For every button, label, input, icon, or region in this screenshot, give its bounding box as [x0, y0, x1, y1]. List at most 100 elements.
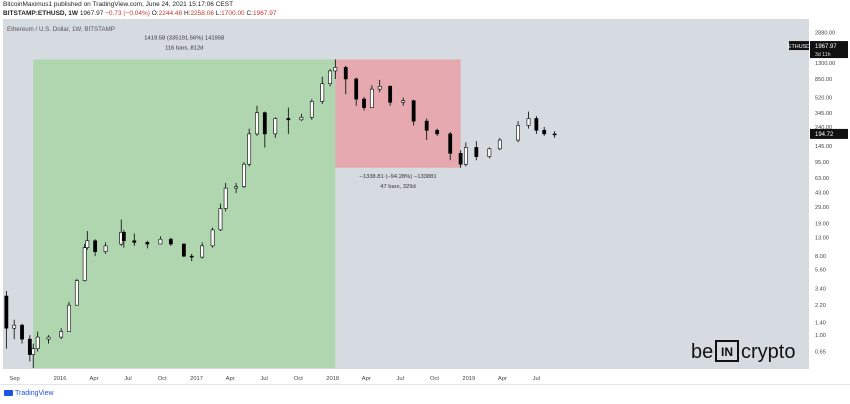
footer-bar: TradingView [0, 384, 850, 404]
y-tick-label-9: 145.00 [815, 144, 832, 150]
x-tick-label-15: Jul [533, 376, 540, 382]
candle-body-1 [12, 324, 17, 329]
tradingview-logo[interactable]: TradingView [4, 390, 54, 397]
y-tick-label-19: 2.20 [815, 303, 826, 309]
y-tick-label-5: 850.00 [815, 77, 832, 83]
candle-body-39 [354, 78, 359, 100]
candles-group [4, 59, 557, 369]
candle-body-17 [145, 242, 150, 245]
range-label-0-bars: 116 bars, 812d [165, 45, 203, 51]
candle-body-4 [31, 348, 36, 355]
price-tag-sub-0: 3d 11h [815, 52, 831, 58]
y-tick-label-16: 8.00 [815, 254, 826, 260]
price-axis-background [809, 19, 849, 384]
price-change: −0.73 (−0.04%) [105, 10, 150, 17]
price-tag-bg-1 [810, 128, 848, 139]
y-tick-label-13: 29.00 [815, 205, 829, 211]
beincrypto-watermark: be IN crypto [691, 340, 795, 363]
price-tag-value-1: 194.72 [815, 132, 834, 138]
candle-body-9 [74, 280, 79, 306]
y-tick-label-21: 1.00 [815, 333, 826, 339]
candle-body-25 [223, 187, 228, 209]
y-tick-label-17: 5.60 [815, 268, 826, 274]
price-tag-name-bg-0 [789, 41, 809, 51]
tradingview-text: TradingView [15, 390, 54, 397]
candle-body-16 [132, 240, 137, 243]
candle-body-26 [234, 186, 239, 189]
x-tick-label-14: Apr [498, 376, 507, 382]
candle-body-34 [309, 101, 314, 118]
candle-body-48 [448, 133, 453, 154]
open-label: O: [151, 10, 159, 17]
candle-body-56 [534, 118, 539, 131]
watermark-crypto: crypto [741, 341, 795, 363]
candle-body-54 [516, 125, 520, 141]
watermark-in: IN [721, 345, 733, 359]
high-value: 2258.06 [190, 10, 214, 17]
chart-canvas[interactable]: Ethereum / U.S. Dollar, 1W, BITSTAMP 1419… [3, 19, 849, 384]
y-tick-label-4: 1300.00 [815, 61, 835, 67]
candle-body-55 [526, 118, 531, 126]
candle-body-47 [435, 129, 440, 135]
watermark-bracket [715, 340, 739, 362]
x-tick-label-12: Oct [430, 376, 439, 382]
x-tick-label-1: 2016 [54, 376, 67, 382]
y-tick-label-7: 345.00 [815, 111, 832, 117]
y-tick-label-22: 0.65 [815, 349, 826, 355]
candle-body-35 [320, 83, 325, 102]
time-axis-background [3, 369, 809, 384]
candle-body-37 [333, 67, 338, 72]
candle-body-19 [168, 238, 173, 245]
x-tick-label-5: 2017 [190, 376, 203, 382]
candle-body-24 [218, 208, 223, 231]
y-tick-label-12: 43.00 [815, 190, 829, 196]
candle-body-51 [474, 147, 479, 157]
publisher-line: BitcoinMaximus1 published on TradingView… [3, 1, 234, 8]
candle-body-6 [46, 336, 51, 340]
candle-body-3 [27, 338, 32, 355]
price-tag-value-0: 1967.97 [815, 44, 837, 50]
candle-body-44 [401, 100, 406, 103]
y-tick-label-14: 19.00 [815, 221, 829, 227]
price-tag-bg-0 [810, 41, 848, 59]
candle-body-38 [343, 67, 348, 80]
candle-body-53 [497, 139, 502, 150]
candle-body-8 [67, 304, 71, 332]
y-tick-label-18: 3.40 [815, 287, 826, 293]
candle-body-21 [189, 255, 194, 258]
candle-body-20 [181, 243, 186, 257]
range-box-1 [335, 59, 461, 168]
x-tick-label-3: Jul [124, 376, 131, 382]
candle-body-29 [255, 112, 259, 135]
last-price: 1967.97 [79, 10, 104, 17]
close-value: 1967.97 [252, 10, 277, 17]
range-label-1-bars: 47 bars, 329d [380, 184, 415, 190]
x-tick-label-11: Jul [397, 376, 404, 382]
x-tick-label-9: 2018 [326, 376, 339, 382]
candle-body-2 [20, 324, 24, 340]
candle-body-41 [369, 88, 374, 108]
y-tick-label-11: 63.00 [815, 176, 829, 182]
candle-body-32 [286, 118, 291, 121]
candle-body-40 [362, 98, 366, 108]
x-tick-label-6: Apr [226, 376, 235, 382]
candle-body-52 [487, 148, 492, 157]
y-tick-label-10: 95.00 [815, 160, 829, 166]
candle-body-5 [35, 336, 40, 349]
candle-body-49 [458, 153, 463, 165]
candle-body-12 [93, 240, 98, 252]
watermark-be: be [691, 341, 713, 363]
candle-body-7 [59, 331, 64, 338]
y-tick-label-6: 520.00 [815, 96, 832, 102]
high-label: H: [183, 10, 191, 17]
x-tick-label-2: Apr [89, 376, 98, 382]
candle-body-27 [242, 163, 246, 187]
candle-body-58 [552, 133, 557, 136]
y-tick-label-20: 1.40 [815, 320, 826, 326]
price-chart[interactable]: Ethereum / U.S. Dollar, 1W, BITSTAMP 1419… [3, 19, 849, 384]
candle-body-0 [4, 295, 9, 329]
x-tick-label-4: Oct [158, 376, 167, 382]
y-tick-label-2: 2880.00 [815, 31, 835, 37]
candle-body-36 [328, 70, 332, 85]
x-tick-label-10: Apr [362, 376, 371, 382]
